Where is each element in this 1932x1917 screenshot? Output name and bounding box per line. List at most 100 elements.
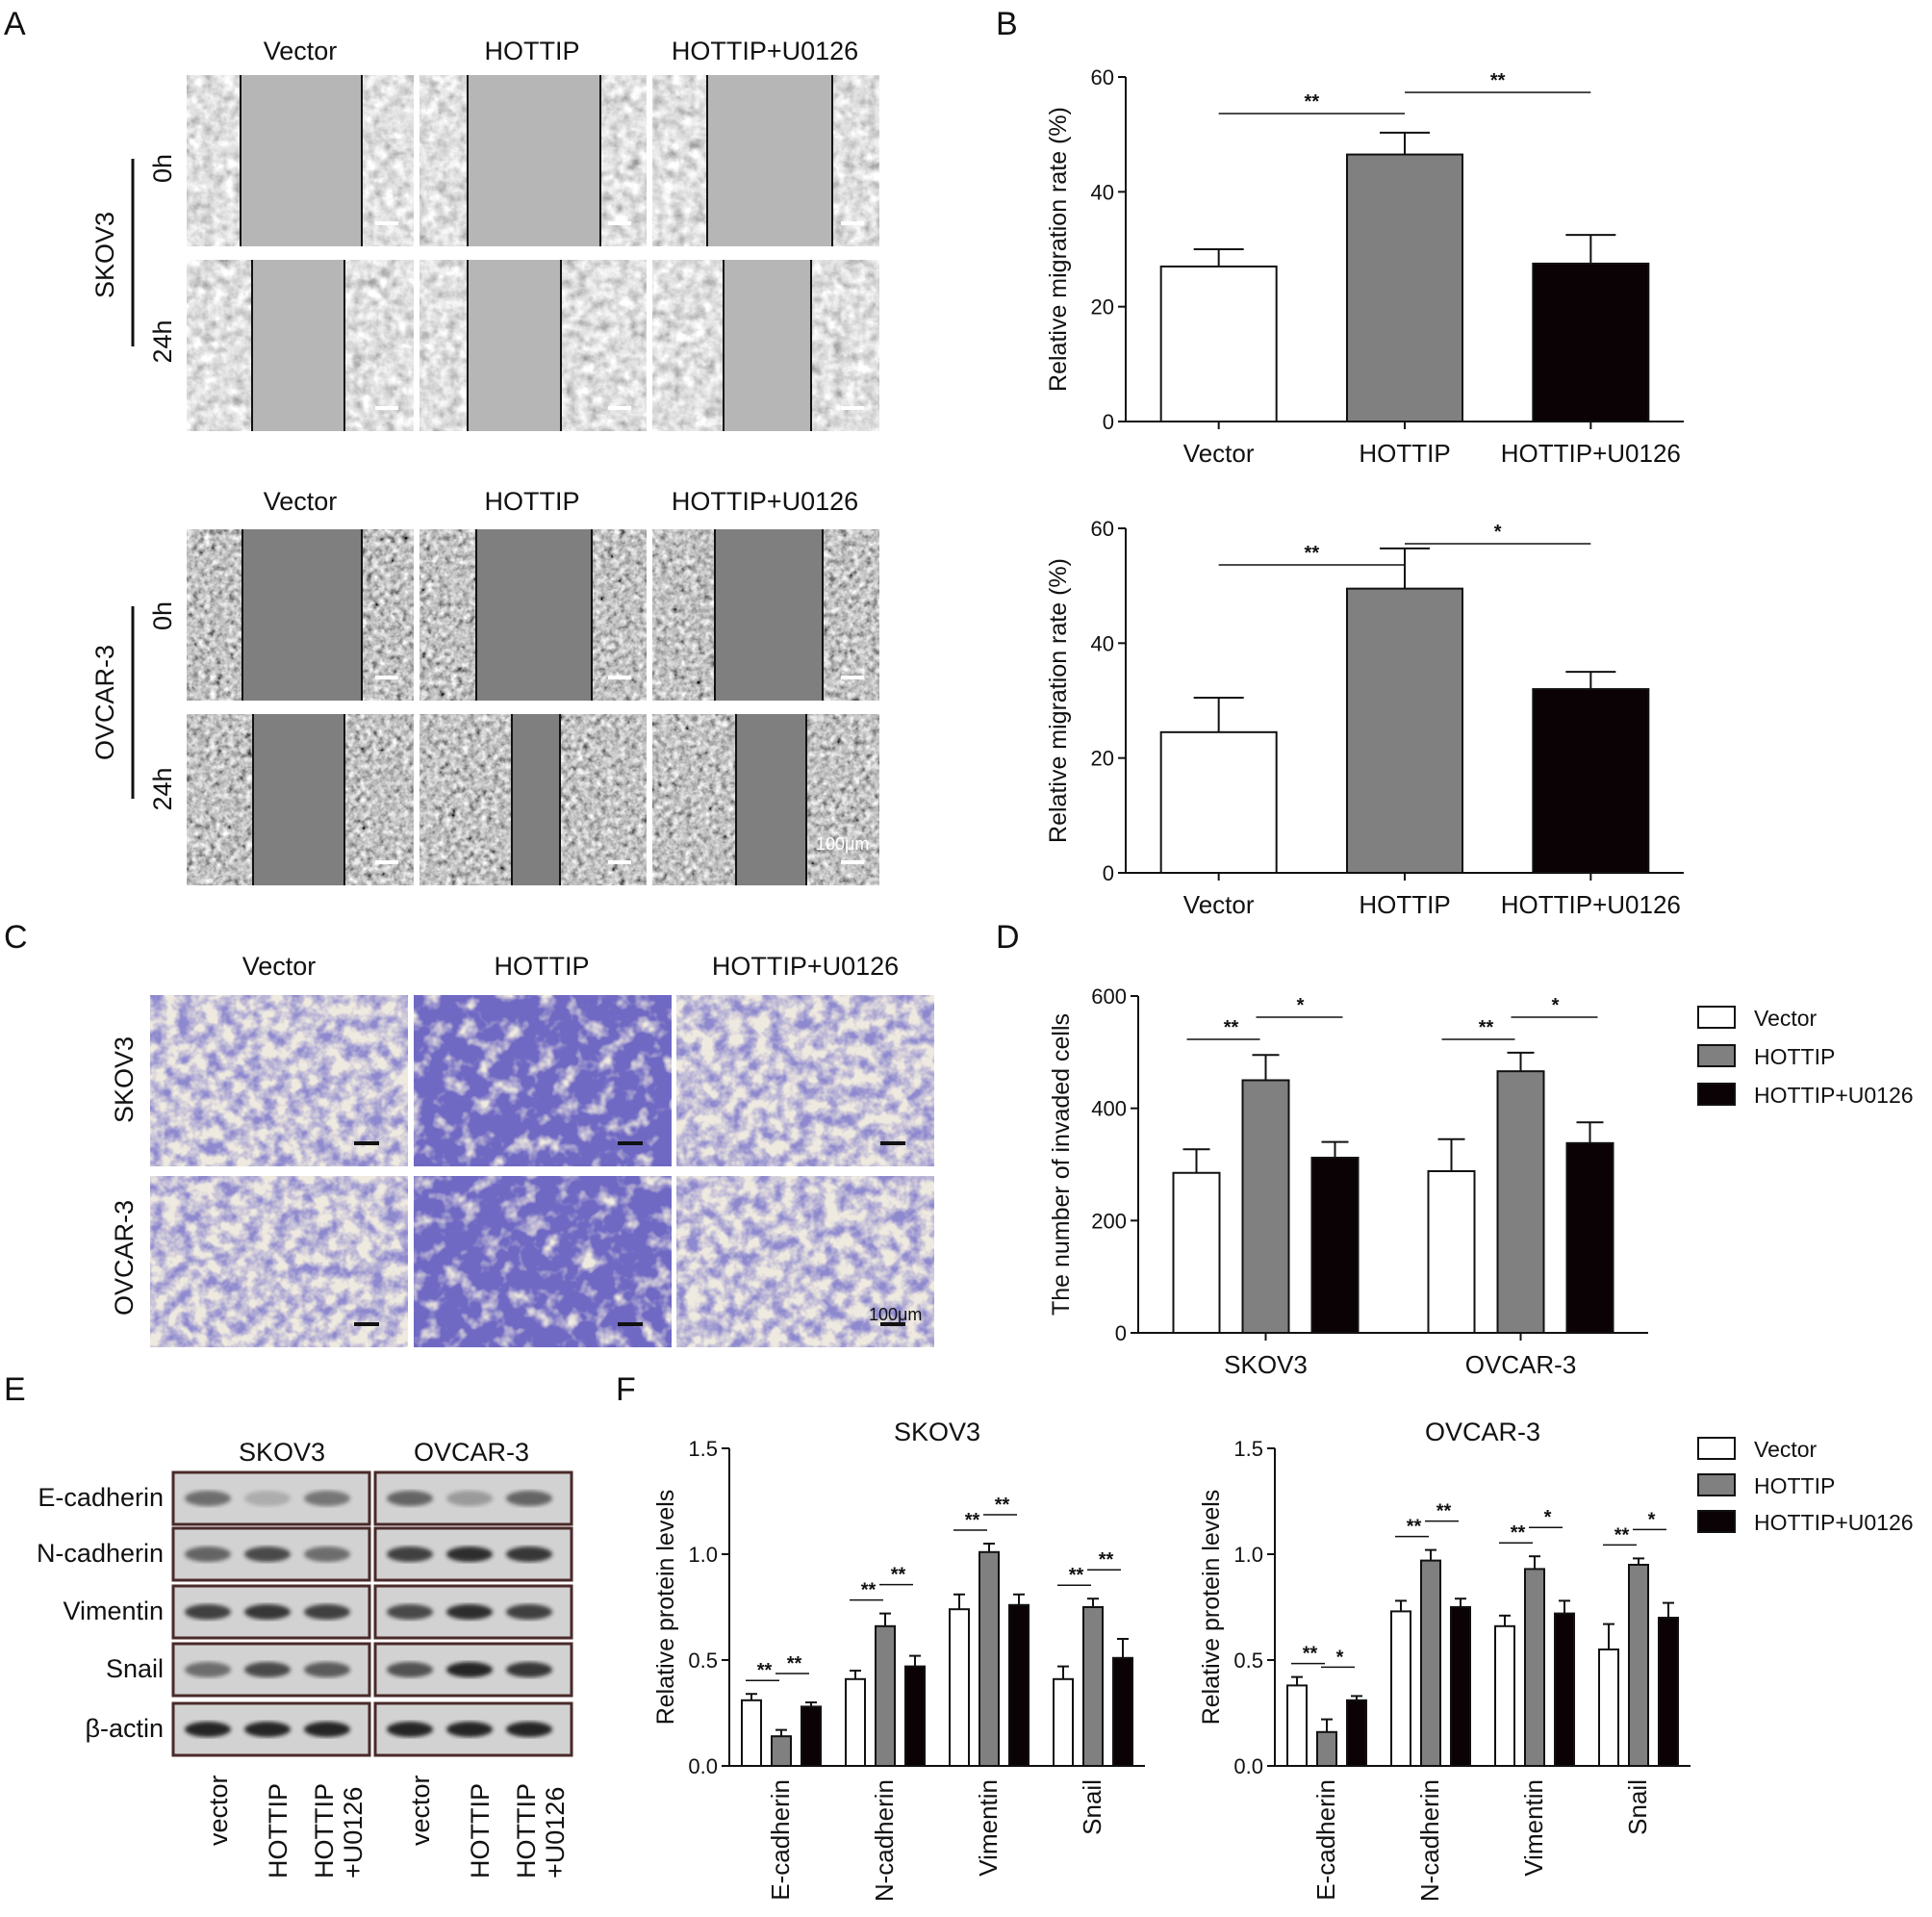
bar <box>1316 1730 1337 1768</box>
lane-label-hottip-u0126-a: HOTTIP <box>310 1783 339 1879</box>
bar <box>1346 153 1463 423</box>
legend-swatch <box>1697 1437 1736 1460</box>
bar <box>1598 1649 1619 1767</box>
protein-band <box>244 1491 291 1506</box>
bar <box>1658 1617 1679 1767</box>
stained-cells <box>150 1176 408 1347</box>
lane-label-hottip: HOTTIP <box>264 1783 292 1879</box>
legend-label: HOTTIP+U0126 <box>1754 1510 1914 1535</box>
blot-strip <box>373 1701 573 1757</box>
blot-strip <box>373 1642 573 1698</box>
protein-band <box>506 1662 552 1677</box>
protein-band <box>446 1546 493 1562</box>
protein-label: E-cadherin <box>38 1483 164 1512</box>
bar <box>904 1665 926 1767</box>
wound-gap <box>252 260 344 431</box>
protein-band <box>244 1546 291 1562</box>
significance-stars: ** <box>1305 91 1320 113</box>
x-tick-label: HOTTIP <box>1359 439 1450 468</box>
y-tick-label: 0.0 <box>1233 1754 1263 1778</box>
chart-B-bottom: 0 20 40 60 Relative migration rate (%) Vector… <box>1045 517 1684 919</box>
stained-cells <box>676 995 934 1166</box>
wound-image <box>419 714 647 885</box>
significance-stars: * <box>1648 1509 1656 1530</box>
legend-F-OVCAR3: Vector HOTTIP HOTTIP+U0126 <box>1697 1437 1914 1535</box>
significance-stars: ** <box>1614 1524 1630 1546</box>
blot-strip <box>171 1642 371 1698</box>
protein-band <box>446 1722 493 1737</box>
stained-cells <box>676 1176 934 1347</box>
wound-gap <box>736 714 806 885</box>
bar <box>741 1699 762 1768</box>
wound-image <box>419 529 647 701</box>
wound-gap <box>241 75 362 246</box>
panel-c-row-ovcar3: OVCAR-3 <box>110 1200 139 1316</box>
bar <box>801 1705 822 1768</box>
significance-stars: ** <box>1490 70 1506 91</box>
protein-label: N-cadherin <box>37 1539 164 1568</box>
protein-band <box>387 1546 433 1562</box>
bar <box>1346 1699 1367 1768</box>
chart-B-top: 0 20 40 60 Relative migration rate (%) Vector… <box>1045 65 1684 468</box>
y-tick-label: 600 <box>1091 984 1127 1009</box>
protein-band <box>446 1662 493 1677</box>
x-tick-label: Vector <box>1183 439 1255 468</box>
invasion-images: 100μm <box>150 995 934 1347</box>
wound-gap <box>476 529 592 701</box>
wound-image <box>652 714 879 885</box>
x-tick-label: E-cadherin <box>1311 1779 1340 1901</box>
x-tick-label: Snail <box>1623 1779 1652 1835</box>
bar <box>1420 1559 1441 1767</box>
y-tick-label: 1.5 <box>688 1437 718 1461</box>
y-tick-label: 20 <box>1091 747 1114 771</box>
protein-band <box>446 1491 493 1506</box>
y-tick-label: 1.0 <box>1233 1543 1263 1567</box>
significance-stars: ** <box>1224 1017 1239 1038</box>
y-tick-label: 0 <box>1103 861 1114 885</box>
protein-band <box>304 1604 350 1620</box>
x-tick-label: Vimentin <box>1519 1779 1548 1877</box>
protein-band <box>185 1604 231 1620</box>
stained-cells <box>414 1176 672 1347</box>
legend-label: Vector <box>1754 1437 1818 1462</box>
lane-label-vector-2: vector <box>406 1775 435 1846</box>
chart-D: 0 200 400 600 The number of invaded cells SKO… <box>1048 984 1648 1379</box>
legend-label: Vector <box>1754 1006 1818 1031</box>
legend-label: HOTTIP <box>1754 1473 1835 1498</box>
protein-band <box>387 1662 433 1677</box>
wound-image <box>652 529 879 701</box>
panel-label-f: F <box>616 1371 636 1408</box>
invasion-image <box>150 995 408 1166</box>
y-tick-label: 0.0 <box>688 1754 718 1778</box>
significance-stars: ** <box>965 1510 980 1531</box>
x-tick-label: Snail <box>1078 1779 1106 1835</box>
bar <box>1494 1624 1515 1768</box>
protein-label: Snail <box>106 1654 164 1683</box>
bar <box>1286 1684 1308 1768</box>
blot-strip <box>171 1470 371 1526</box>
y-axis-label: Relative migration rate (%) <box>1045 107 1072 392</box>
charts: 0 20 40 60 Relative migration rate (%) Vector… <box>652 65 1914 1902</box>
significance-stars: ** <box>1511 1522 1526 1544</box>
x-tick-label: N-cadherin <box>870 1779 899 1902</box>
bar <box>1159 265 1278 422</box>
panel-a-col-hottip-2: HOTTIP <box>485 487 580 516</box>
legend-swatch <box>1697 1044 1736 1067</box>
significance-stars: ** <box>1099 1549 1114 1571</box>
protein-band <box>446 1604 493 1620</box>
wound-healing-images: 100μm <box>187 75 879 885</box>
bar <box>1008 1603 1030 1768</box>
y-tick-label: 200 <box>1091 1209 1127 1233</box>
panel-c-col-vector: Vector <box>242 952 317 981</box>
lane-label-hottip-u0126-b: +U0126 <box>339 1787 368 1879</box>
significance-stars: ** <box>757 1660 773 1681</box>
y-axis-label: Relative migration rate (%) <box>1045 558 1072 843</box>
protein-band <box>387 1491 433 1506</box>
bar <box>875 1624 896 1768</box>
bar <box>1554 1612 1575 1767</box>
panel-a-time-0h-2: 0h <box>148 601 177 630</box>
wound-image <box>187 260 414 431</box>
bar <box>1427 1170 1476 1334</box>
panel-c-col-hottip: HOTTIP <box>495 952 590 981</box>
significance-stars: ** <box>1479 1017 1494 1038</box>
